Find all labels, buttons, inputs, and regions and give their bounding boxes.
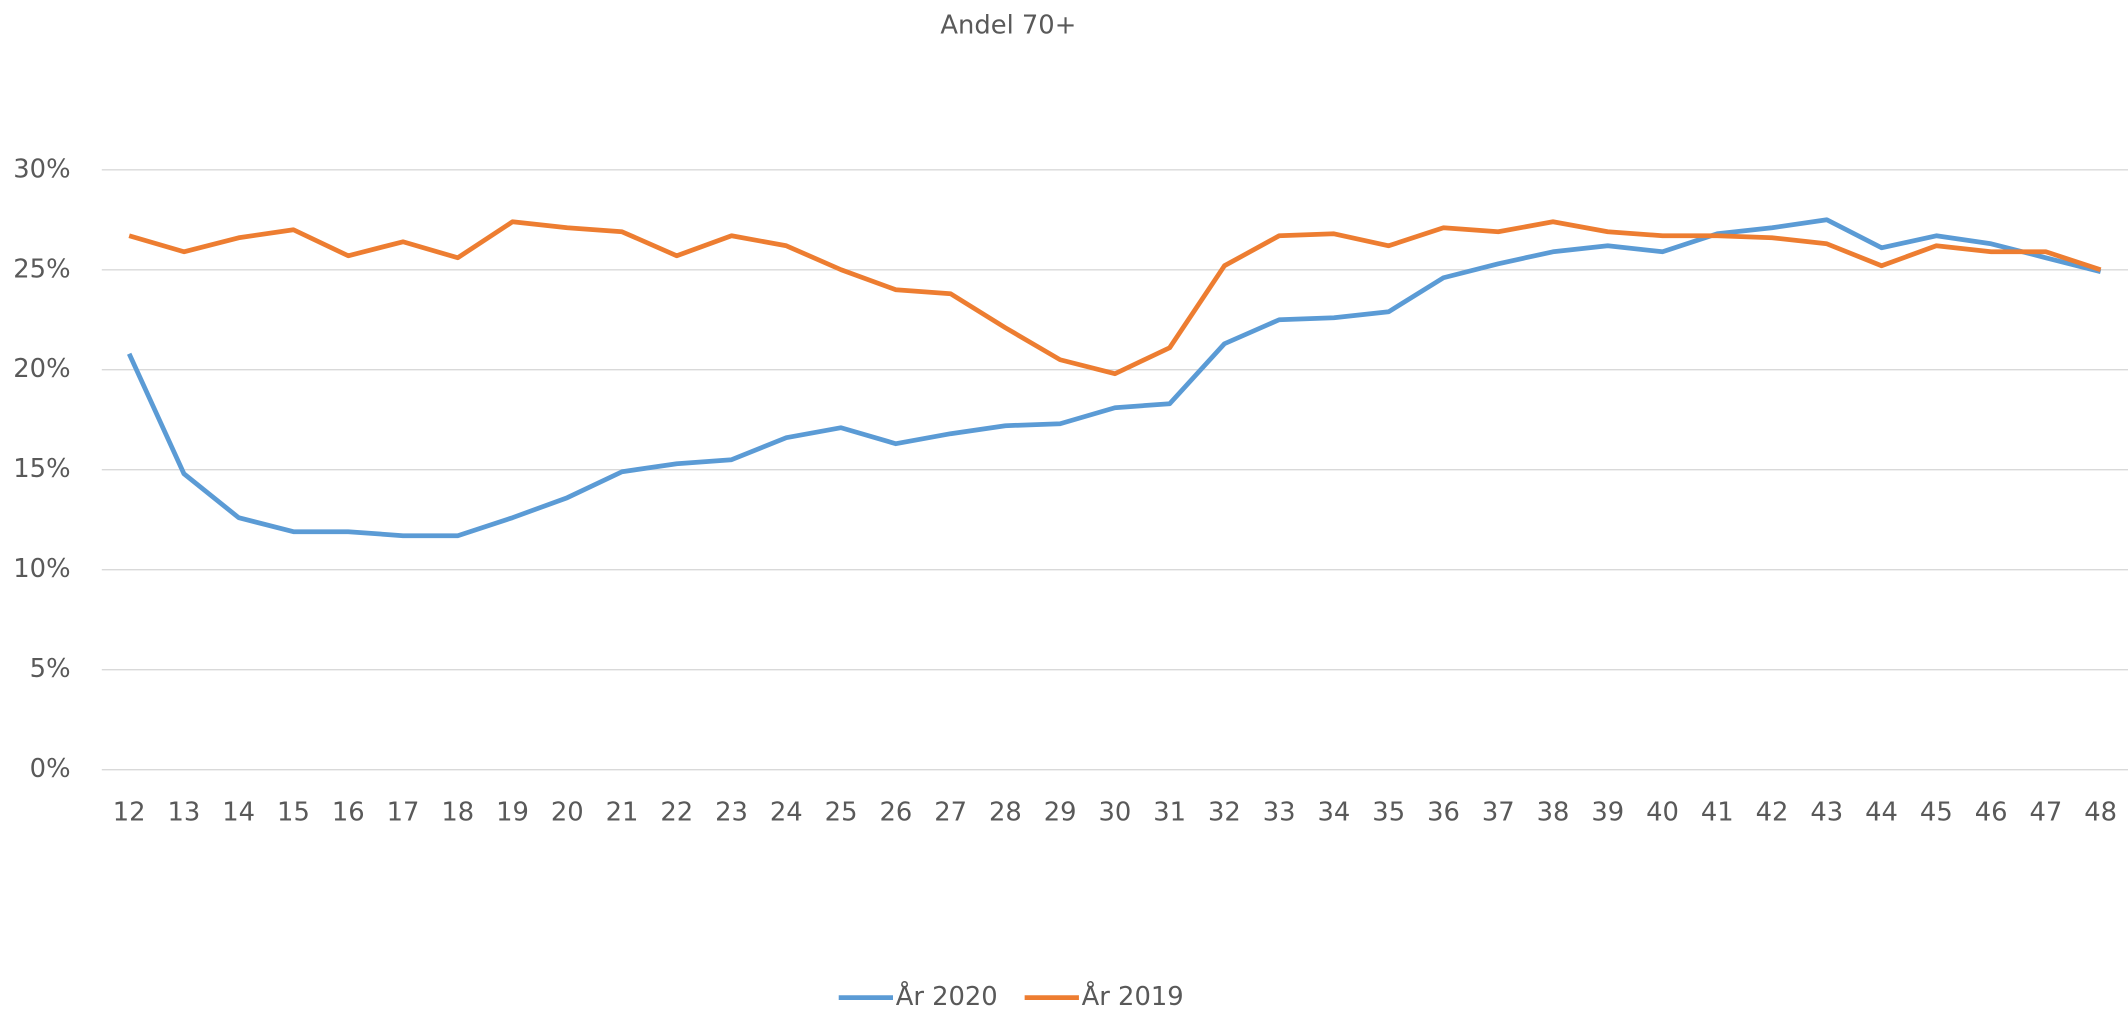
x-tick-label: 28 xyxy=(989,798,1022,828)
y-tick-label: 15% xyxy=(13,454,70,484)
x-tick-label: 31 xyxy=(1153,798,1186,828)
y-tick-label: 25% xyxy=(13,254,70,284)
x-tick-label: 42 xyxy=(1756,798,1789,828)
x-tick-label: 13 xyxy=(168,798,201,828)
x-tick-label: 23 xyxy=(715,798,748,828)
legend-label: År 2020 xyxy=(896,980,998,1010)
x-tick-label: 30 xyxy=(1098,798,1131,828)
x-tick-label: 41 xyxy=(1701,798,1734,828)
y-tick-label: 20% xyxy=(13,354,70,384)
x-tick-label: 16 xyxy=(332,798,365,828)
x-tick-label: 20 xyxy=(551,798,584,828)
x-tick-label: 47 xyxy=(2029,798,2062,828)
x-tick-label: 36 xyxy=(1427,798,1460,828)
x-tick-label: 17 xyxy=(387,798,420,828)
x-tick-label: 12 xyxy=(113,798,146,828)
x-tick-label: 37 xyxy=(1482,798,1515,828)
y-tick-label: 5% xyxy=(30,654,71,684)
x-tick-label: 46 xyxy=(1975,798,2008,828)
x-tick-label: 48 xyxy=(2084,798,2117,828)
x-tick-label: 44 xyxy=(1865,798,1898,828)
x-tick-label: 24 xyxy=(770,798,803,828)
x-tick-label: 32 xyxy=(1208,798,1241,828)
y-tick-label: 30% xyxy=(13,154,70,184)
x-tick-label: 26 xyxy=(879,798,912,828)
x-tick-label: 14 xyxy=(222,798,255,828)
x-tick-label: 25 xyxy=(825,798,858,828)
y-tick-label: 10% xyxy=(13,554,70,584)
x-tick-label: 35 xyxy=(1372,798,1405,828)
chart-title: Andel 70+ xyxy=(940,10,1076,40)
line-series xyxy=(128,219,2102,377)
x-tick-label: 45 xyxy=(1920,798,1953,828)
x-tick-label: 39 xyxy=(1591,798,1624,828)
x-tick-label: 27 xyxy=(934,798,967,828)
y-tick-label: 0% xyxy=(30,754,71,784)
legend-label: År 2019 xyxy=(1082,980,1184,1010)
x-tick-label: 15 xyxy=(277,798,310,828)
x-tick-label: 43 xyxy=(1810,798,1843,828)
x-tick-label: 40 xyxy=(1646,798,1679,828)
x-tick-label: 33 xyxy=(1263,798,1296,828)
x-tick-label: 29 xyxy=(1044,798,1077,828)
x-tick-label: 18 xyxy=(441,798,474,828)
x-tick-label: 22 xyxy=(660,798,693,828)
x-tick-label: 21 xyxy=(606,798,639,828)
x-tick-label: 34 xyxy=(1318,798,1351,828)
line-series xyxy=(127,217,2102,539)
x-tick-label: 19 xyxy=(496,798,529,828)
x-tick-label: 38 xyxy=(1537,798,1570,828)
